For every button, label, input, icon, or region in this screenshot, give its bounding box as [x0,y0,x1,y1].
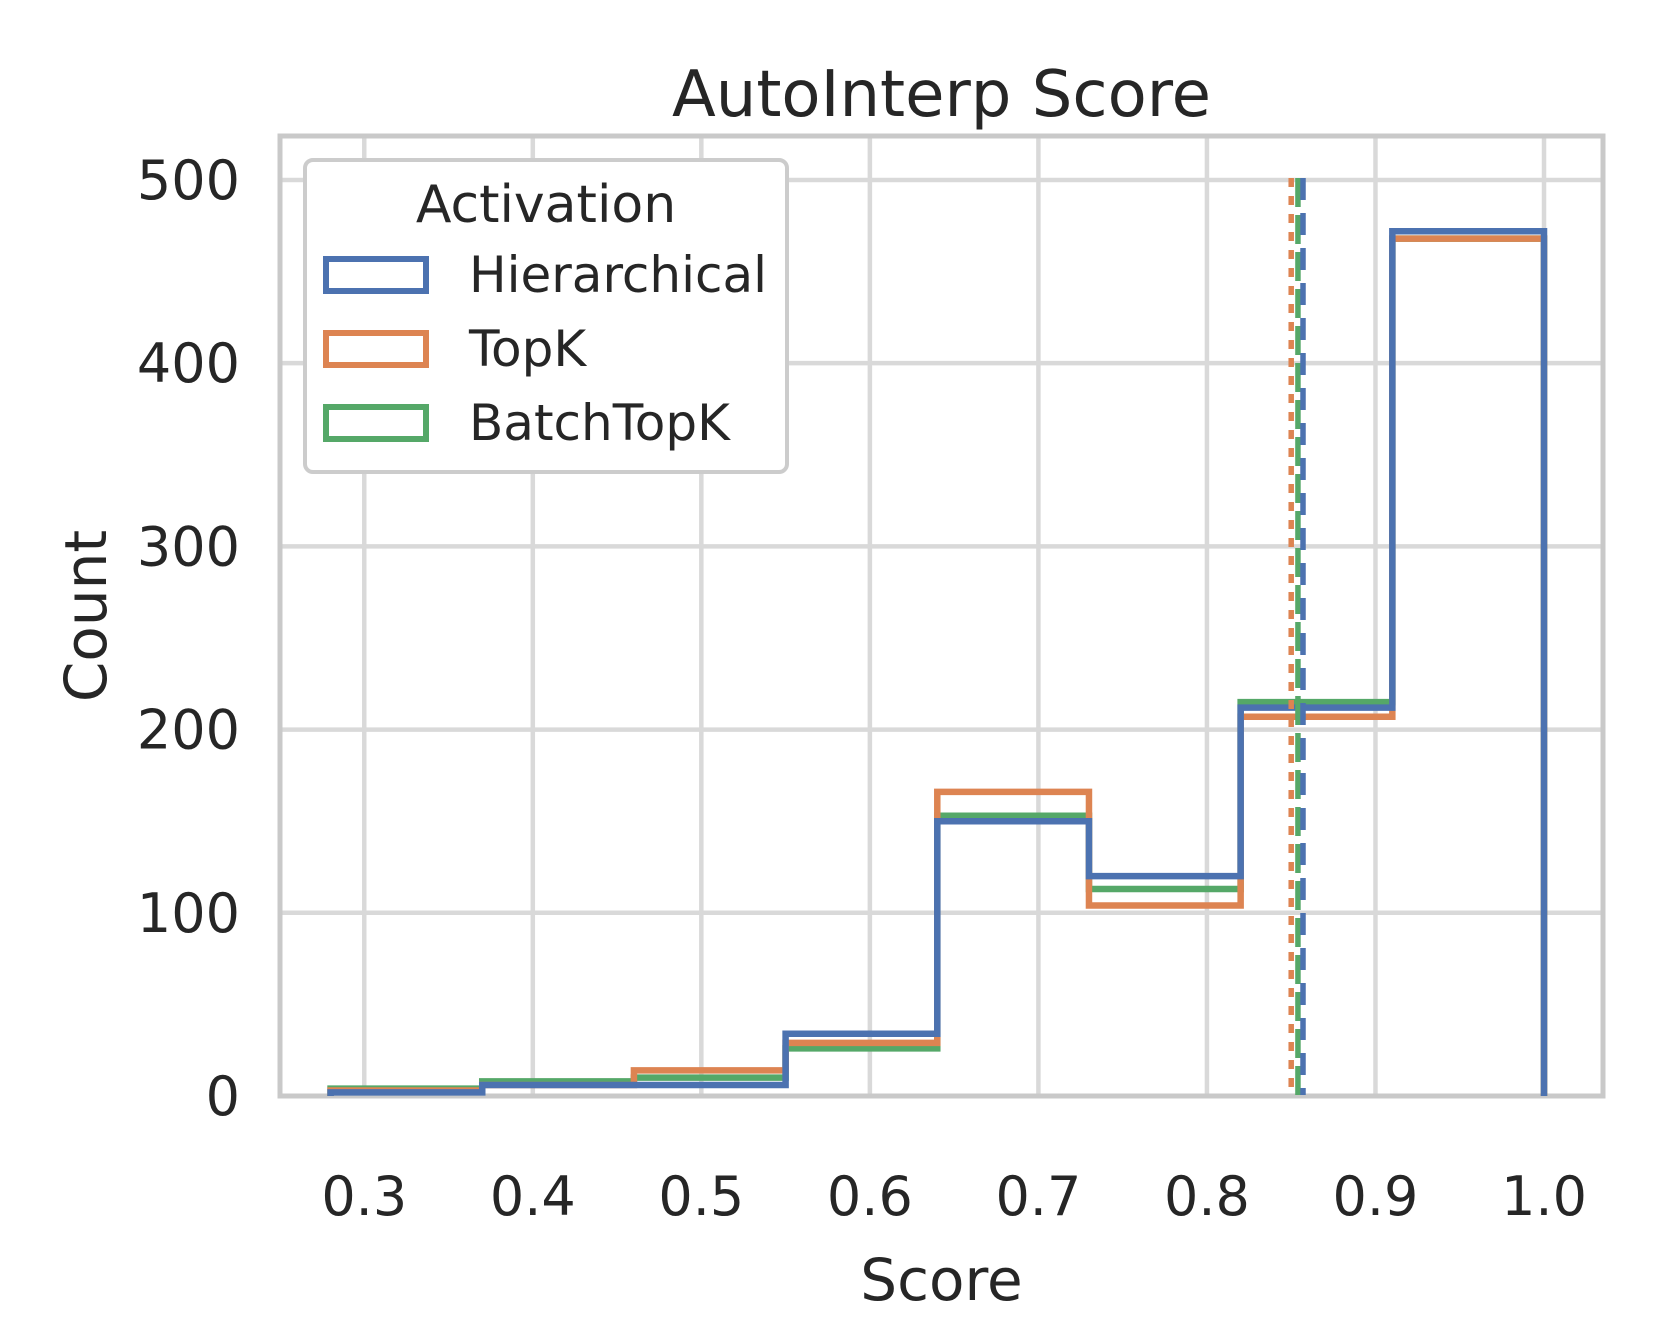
legend-label-hierarchical: Hierarchical [469,246,767,304]
x-tick-label: 1.0 [1501,1165,1587,1228]
legend: Activation Hierarchical TopK BatchTopK [303,158,789,474]
legend-item-batchtopk: BatchTopK [307,386,785,460]
legend-swatch-hierarchical [323,256,429,294]
legend-item-hierarchical: Hierarchical [307,238,785,312]
legend-title: Activation [415,175,677,235]
y-tick-label: 0 [206,1065,240,1128]
legend-swatch-batchtopk [323,404,429,442]
x-tick-label: 0.5 [658,1165,744,1228]
y-axis-label: Count [52,529,120,703]
legend-label-batchtopk: BatchTopK [469,394,730,452]
y-tick-label: 500 [137,149,240,212]
chart-title: AutoInterp Score [671,58,1212,132]
series-path-hierarchical [327,228,1548,1096]
y-tick-label: 200 [137,699,240,762]
legend-swatch-topk [323,330,429,368]
y-tick-label: 100 [137,882,240,945]
y-tick-label: 300 [137,515,240,578]
x-tick-label: 0.8 [1164,1165,1250,1228]
x-tick-label: 0.6 [827,1165,913,1228]
plot-border [277,133,1606,1099]
x-axis-label: Score [860,1246,1023,1314]
x-tick-label: 0.7 [995,1165,1081,1228]
x-tick-label: 0.4 [490,1165,576,1228]
x-tick-label: 0.9 [1333,1165,1419,1228]
legend-label-topk: TopK [469,320,587,378]
x-tick-label: 0.3 [321,1165,407,1228]
y-tick-label: 400 [137,332,240,395]
legend-item-topk: TopK [307,312,785,386]
